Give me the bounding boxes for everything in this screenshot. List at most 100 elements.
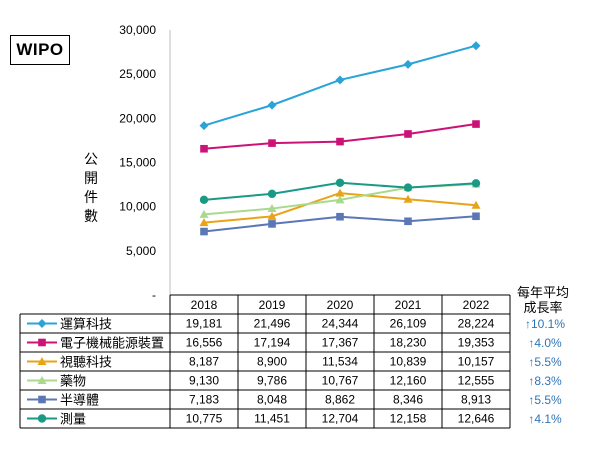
table-cell: 17,367	[322, 336, 359, 350]
data-point	[404, 217, 412, 226]
series-0	[199, 41, 481, 131]
series-5	[199, 178, 481, 205]
series-line	[203, 44, 477, 127]
data-point	[199, 195, 209, 205]
data-point	[335, 188, 345, 197]
series-2	[199, 188, 481, 227]
x-category-label: 2020	[327, 298, 354, 312]
x-category-label: 2021	[395, 298, 422, 312]
table-cell: 11,534	[322, 355, 358, 369]
series-name-label: 半導體	[60, 393, 99, 408]
series-1	[200, 120, 480, 153]
data-point	[268, 139, 276, 147]
data-point	[267, 100, 277, 110]
table-cell: 21,496	[254, 317, 291, 331]
data-point	[267, 189, 277, 199]
table-cell: 26,109	[390, 317, 427, 331]
growth-rate-header: 每年平均 成長率	[508, 285, 578, 315]
data-point	[404, 130, 412, 138]
y-tick-label: 30,000	[119, 23, 156, 37]
table-cell: 12,555	[458, 374, 495, 388]
table-cell: 8,048	[257, 393, 287, 407]
data-point	[471, 179, 481, 188]
x-category-label: 2019	[259, 298, 286, 312]
legend-key	[27, 338, 57, 347]
data-table: 2018 2019 2020 2021 2022 運算科技 19,181 21,496 24,3…	[19, 294, 511, 429]
table-cell: 17,194	[254, 336, 291, 350]
growth-rate: ↑4.0%	[528, 336, 562, 350]
x-category-label: 2018	[191, 298, 218, 312]
data-point	[199, 218, 209, 227]
growth-rate: ↑5.5%	[528, 355, 562, 369]
table-cell: 8,862	[325, 393, 355, 407]
data-point	[472, 212, 480, 221]
table-cell: 24,344	[322, 317, 359, 331]
data-point	[268, 220, 276, 228]
wipo-badge: WIPO	[10, 35, 70, 65]
table-cell: 12,646	[458, 412, 495, 426]
data-point	[37, 357, 47, 365]
table-cell: 8,187	[189, 355, 219, 369]
y-axis: - 5,000 10,000 15,000 20,000 25,000 30,000	[119, 23, 171, 302]
table-cell: 11,451	[254, 412, 290, 426]
table-cell: 19,181	[186, 317, 223, 331]
data-point	[472, 120, 480, 128]
table-cell: 10,775	[186, 412, 223, 426]
data-point	[200, 227, 208, 236]
y-tick-label: 15,000	[119, 156, 156, 170]
data-point	[38, 338, 46, 347]
data-point	[267, 204, 277, 213]
data-point	[336, 212, 344, 221]
legend-key	[27, 319, 57, 328]
legend-key	[27, 414, 57, 423]
growth-rate: ↑8.3%	[528, 374, 562, 388]
legend-key	[27, 395, 57, 404]
data-point	[267, 211, 277, 220]
table-cell: 9,786	[257, 374, 287, 388]
table-cell: 10,157	[458, 355, 495, 369]
table-cell: 19,353	[458, 336, 495, 350]
data-point	[200, 144, 208, 153]
growth-rate: ↑4.1%	[528, 412, 562, 426]
data-point	[403, 183, 413, 192]
growth-rate-header-line1: 每年平均	[516, 285, 569, 300]
series-name-label: 測量	[60, 412, 86, 427]
data-point	[37, 376, 47, 384]
table-cell: 9,130	[189, 374, 219, 388]
table-cell: 12,158	[390, 412, 427, 426]
data-point	[199, 121, 209, 131]
data-point	[403, 194, 413, 203]
data-point	[335, 195, 345, 204]
growth-rate: ↑5.5%	[528, 393, 562, 407]
y-axis-label: 公開件數	[84, 151, 98, 224]
series-name-label: 藥物	[60, 374, 86, 389]
table-cell: 10,839	[390, 355, 427, 369]
table-cell: 10,767	[322, 374, 359, 388]
series-name-label: 電子機械能源裝置	[60, 336, 164, 351]
table-cell: 8,913	[461, 393, 491, 407]
data-point	[335, 75, 345, 85]
data-point	[37, 319, 47, 328]
series-lines	[199, 41, 481, 236]
data-point	[37, 414, 47, 423]
table-cell: 16,556	[186, 336, 223, 350]
y-tick-label: 25,000	[119, 67, 156, 81]
data-point	[199, 209, 209, 218]
table-cell: 8,346	[393, 393, 423, 407]
legend-key	[27, 376, 57, 384]
table-cell: 18,230	[390, 336, 427, 350]
series-name-label: 視聽科技	[60, 355, 112, 370]
y-tick-label: -	[152, 288, 156, 302]
data-point	[403, 59, 413, 69]
legend-key	[27, 357, 57, 365]
table-cell: 12,160	[390, 374, 427, 388]
data-point	[471, 200, 481, 209]
table-cell: 8,900	[257, 355, 287, 369]
data-point	[336, 137, 344, 146]
data-point	[471, 41, 481, 51]
series-name-label: 運算科技	[60, 317, 112, 332]
y-tick-label: 10,000	[119, 200, 156, 214]
table-cell: 7,183	[189, 393, 219, 407]
data-point	[38, 395, 46, 404]
